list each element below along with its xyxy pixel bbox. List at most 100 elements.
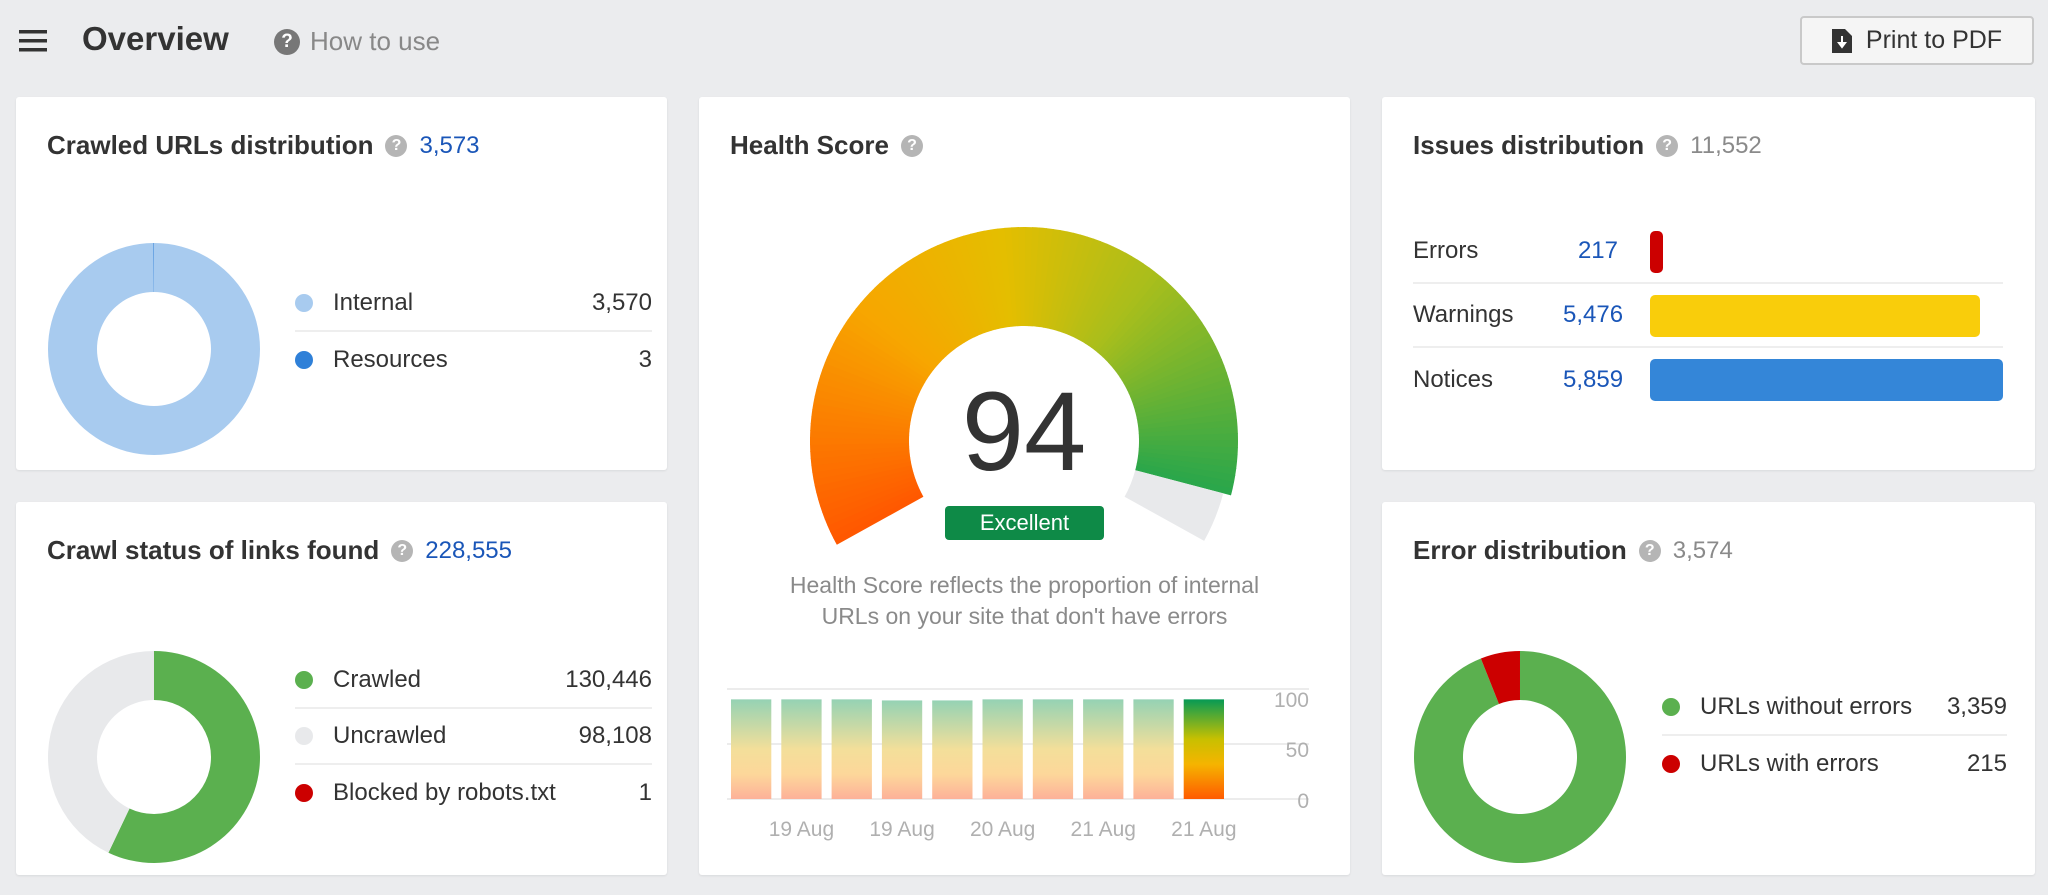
gauge-segment: [813, 395, 912, 421]
gauge-segment: [1138, 419, 1238, 434]
gauge-segment: [1088, 263, 1150, 348]
gauge-segment: [1130, 358, 1225, 401]
card-title: Crawl status of links found: [47, 535, 380, 565]
gauge-segment: [1137, 455, 1237, 476]
issue-row-notices[interactable]: Notices 5,859: [1413, 348, 2003, 412]
issue-row-errors[interactable]: Errors 217: [1413, 220, 2003, 284]
gauge-segment: [930, 245, 978, 338]
gauge-segment: [810, 430, 910, 440]
gauge-segment: [1084, 259, 1144, 346]
legend-item-without-errors[interactable]: URLs without errors 3,359: [1662, 680, 2007, 736]
history-bar[interactable]: [1133, 699, 1174, 799]
gauge-segment: [879, 278, 950, 357]
history-bar[interactable]: [831, 699, 872, 799]
gauge-segment: [1075, 249, 1127, 340]
gauge-segment: [889, 269, 956, 352]
gauge-segment: [943, 239, 985, 335]
gauge-segment: [1119, 322, 1207, 381]
gauge-segment: [1032, 227, 1047, 327]
issue-bar[interactable]: [1650, 231, 1664, 273]
legend-value: 130,446: [565, 666, 652, 693]
gauge-segment: [1117, 316, 1203, 378]
print-to-pdf-button[interactable]: Print to PDF: [1800, 16, 2034, 65]
legend-value: 98,108: [578, 722, 652, 749]
issue-bar[interactable]: [1650, 359, 2003, 401]
history-bar[interactable]: [1032, 699, 1074, 799]
gauge-segment: [1135, 391, 1234, 419]
issue-row-warnings[interactable]: Warnings 5,476: [1413, 284, 2003, 348]
gauge-segment: [1121, 327, 1210, 384]
donut-slice[interactable]: [153, 243, 154, 293]
gauge-segment: [820, 475, 916, 514]
description-line: Health Score reflects the proportion of …: [789, 572, 1260, 598]
gauge-segment: [1135, 385, 1233, 416]
gauge-segment: [851, 308, 934, 373]
crawl-status-donut: [48, 651, 260, 863]
gauge-segment: [1128, 352, 1222, 398]
issue-bar[interactable]: [1650, 295, 1980, 337]
legend-value: 3: [638, 346, 652, 373]
crawl-status-card: Crawl status of links found? 228,555 Craw…: [16, 502, 667, 875]
gauge-segment: [818, 472, 915, 507]
history-bar[interactable]: [1083, 699, 1124, 799]
legend-item-uncrawled[interactable]: Uncrawled 98,108: [295, 709, 652, 765]
gauge-segment: [1004, 227, 1018, 327]
legend-item-crawled[interactable]: Crawled 130,446: [295, 653, 652, 709]
gauge-segment: [1024, 227, 1034, 327]
legend-item-blocked[interactable]: Blocked by robots.txt 1: [295, 765, 652, 821]
help-icon[interactable]: ?: [385, 134, 408, 157]
gauge-segment: [869, 287, 944, 362]
gauge-segment: [1102, 284, 1177, 361]
question-circle-icon: ?: [274, 28, 300, 55]
total-count: 3,574: [1672, 536, 1733, 564]
help-icon[interactable]: ?: [900, 134, 923, 157]
issue-count[interactable]: 5,859: [1563, 366, 1624, 393]
donut-slice[interactable]: [108, 651, 260, 863]
total-count[interactable]: 228,555: [425, 536, 513, 564]
history-bar[interactable]: [731, 699, 772, 799]
donut-slice[interactable]: [1480, 651, 1520, 705]
history-bar[interactable]: [781, 699, 822, 799]
health-history-chart: 100 50 0 19 Aug 19 Aug 20 Aug 21 Aug 21 Aug: [727, 688, 1309, 841]
x-tick-label: 19 Aug: [869, 818, 934, 841]
legend-item-with-errors[interactable]: URLs with errors 215: [1662, 736, 2007, 792]
gauge-segment: [1138, 444, 1238, 456]
menu-button[interactable]: [19, 30, 47, 52]
issues-card: Issues distribution? 11,552 Errors 217 Warn…: [1382, 97, 2035, 470]
help-icon[interactable]: ?: [391, 539, 414, 562]
gauge-segment: [906, 257, 965, 345]
history-bar[interactable]: [1183, 699, 1224, 799]
gauge-segment: [1068, 243, 1114, 337]
legend: URLs without errors 3,359 URLs with error…: [1662, 680, 2007, 792]
issue-count[interactable]: 5,476: [1563, 301, 1624, 328]
gauge-segment: [818, 375, 915, 410]
legend-item-resources[interactable]: Resources 3: [295, 332, 652, 388]
x-tick-label: 21 Aug: [1171, 818, 1236, 841]
rating-badge: Excellent: [945, 506, 1104, 540]
gauge-segment: [827, 349, 921, 396]
history-bar[interactable]: [982, 699, 1023, 799]
help-icon[interactable]: ?: [1656, 134, 1679, 157]
help-icon[interactable]: ?: [1638, 539, 1661, 562]
history-bar[interactable]: [881, 700, 923, 799]
card-title: Error distribution: [1413, 535, 1627, 565]
gauge-segment: [1046, 231, 1075, 330]
gauge-segment: [1138, 448, 1238, 462]
how-to-use-link[interactable]: ? How to use: [274, 26, 440, 57]
gauge-segment: [812, 457, 911, 480]
donut-slice[interactable]: [1414, 651, 1626, 863]
issue-count[interactable]: 217: [1577, 237, 1618, 264]
health-score-value: 94: [961, 369, 1087, 494]
gauge-segment: [830, 489, 922, 539]
history-bar[interactable]: [932, 700, 973, 799]
donut-slice[interactable]: [48, 243, 260, 455]
dot-icon: [295, 784, 313, 802]
donut-slice[interactable]: [48, 651, 154, 853]
legend-item-internal[interactable]: Internal 3,570: [295, 276, 652, 332]
gauge-segment: [1135, 466, 1233, 496]
gauge-segment: [1050, 232, 1082, 331]
gauge-remainder: [1124, 470, 1224, 541]
total-count[interactable]: 3,573: [419, 131, 480, 159]
gauge-segment: [950, 237, 989, 334]
gauge-segment: [1138, 451, 1238, 469]
